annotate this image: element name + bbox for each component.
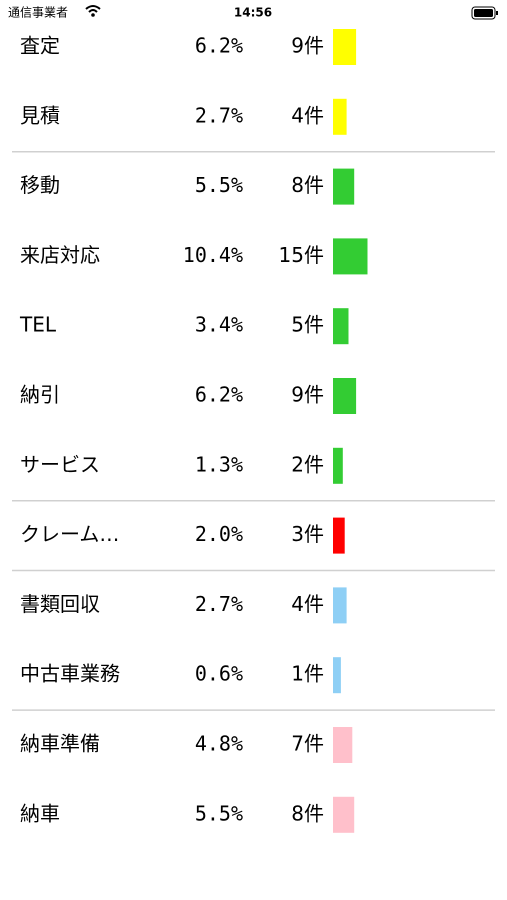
time: 14:56: [234, 6, 272, 20]
row-count: 8件: [291, 801, 324, 825]
row-label: 見積: [20, 103, 60, 127]
row-count: 4件: [291, 592, 324, 616]
row-percent: 5.5%: [195, 801, 243, 825]
row-percent: 6.2%: [195, 34, 243, 58]
row-label: 納車準備: [20, 732, 100, 756]
count-bar: [333, 796, 355, 833]
wifi-icon: [85, 5, 101, 13]
wifi-dot: [91, 13, 95, 17]
row-percent: 3.4%: [195, 313, 243, 337]
battery-icon: [471, 6, 498, 20]
row-count: 8件: [291, 173, 324, 197]
row-label: TEL: [19, 313, 57, 337]
row-percent: 4.8%: [195, 732, 243, 756]
row-count: 5件: [291, 313, 324, 337]
row-label: 中古車業務: [20, 662, 120, 686]
count-bar: [333, 378, 357, 414]
count-bar: [333, 447, 343, 484]
row-percent: 2.0%: [195, 522, 243, 546]
row-percent: 2.7%: [195, 592, 243, 616]
count-bar: [333, 308, 349, 345]
row-count: 9件: [291, 34, 324, 58]
row-label: 査定: [20, 34, 60, 58]
row-label: 納車: [20, 801, 60, 825]
row-label: クレーム…: [20, 522, 119, 546]
row-count: 15件: [279, 243, 324, 267]
row-percent: 10.4%: [183, 243, 243, 267]
carrier: 通信事業者: [8, 6, 68, 20]
count-bar: [333, 168, 355, 205]
count-bar: [333, 727, 353, 763]
row-percent: 1.3%: [195, 452, 243, 476]
row-count: 9件: [291, 383, 324, 407]
count-bar: [333, 29, 357, 65]
count-bar: [333, 238, 368, 275]
row-count: 2件: [291, 452, 324, 476]
count-bar: [333, 98, 347, 135]
row-count: 7件: [291, 732, 324, 756]
row-count: 1件: [291, 662, 324, 686]
row-percent: 2.7%: [195, 103, 243, 127]
row-count: 3件: [291, 522, 324, 546]
count-bar: [333, 517, 345, 554]
row-count: 4件: [291, 103, 324, 127]
row-label: サービス: [20, 452, 100, 476]
row-label: 移動: [20, 173, 60, 197]
row-label: 納引: [20, 383, 60, 407]
row-percent: 5.5%: [195, 173, 243, 197]
row-percent: 0.6%: [195, 662, 243, 686]
row-label: 書類回収: [20, 592, 100, 616]
count-bar: [333, 657, 341, 694]
row-percent: 6.2%: [195, 383, 243, 407]
count-bar: [333, 587, 347, 624]
row-label: 来店対応: [20, 243, 100, 267]
